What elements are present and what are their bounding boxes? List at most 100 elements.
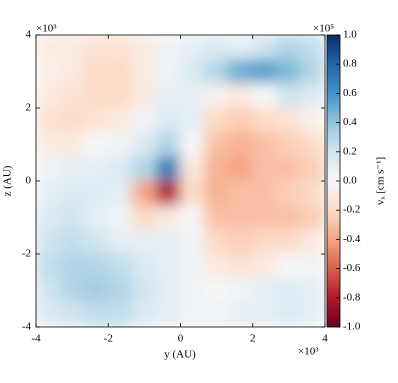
heatmap-cell bbox=[276, 180, 302, 206]
heatmap-cell bbox=[131, 180, 157, 206]
heatmap-cell bbox=[180, 131, 206, 158]
heatmap-cell bbox=[180, 107, 206, 133]
heatmap-cell bbox=[83, 156, 109, 182]
heatmap-cell bbox=[36, 204, 61, 231]
heatmap-cell bbox=[131, 131, 157, 158]
heatmap-cell bbox=[155, 58, 181, 85]
colorbar-tick-label: 0.2 bbox=[343, 145, 357, 157]
heatmap-cell bbox=[180, 302, 206, 327]
colorbar-multiplier: ×10⁵ bbox=[313, 23, 334, 35]
heatmap-cell bbox=[276, 253, 302, 279]
heatmap-cell bbox=[36, 83, 61, 109]
heatmap-cell bbox=[228, 35, 254, 60]
heatmap-cell bbox=[180, 204, 206, 231]
heatmap-cell bbox=[59, 180, 85, 206]
heatmap-cell bbox=[180, 156, 206, 182]
heatmap-cell bbox=[83, 229, 109, 255]
heatmap-cell bbox=[107, 35, 133, 60]
heatmap-cell bbox=[155, 35, 181, 60]
heatmap-cell bbox=[83, 302, 109, 327]
heatmap-cell bbox=[252, 107, 278, 133]
heatmap-cell bbox=[300, 302, 325, 327]
heatmap-cell bbox=[59, 58, 85, 85]
heatmap-cell bbox=[204, 58, 230, 85]
heatmap-cell bbox=[180, 35, 206, 60]
heatmap-cell bbox=[59, 277, 85, 304]
heatmap-cell bbox=[300, 204, 325, 231]
heatmap-cell bbox=[252, 204, 278, 231]
heatmap-cell bbox=[300, 131, 325, 158]
heatmap-cell bbox=[131, 204, 157, 231]
heatmap-cell bbox=[131, 107, 157, 133]
y-tick-label: -2 bbox=[22, 248, 31, 260]
heatmap-cell bbox=[204, 302, 230, 327]
heatmap-cell bbox=[252, 277, 278, 304]
heatmap-cell bbox=[83, 83, 109, 109]
colorbar-tick-label: -0.2 bbox=[343, 204, 360, 216]
heatmap-cell bbox=[204, 180, 230, 206]
heatmap-cell bbox=[276, 204, 302, 231]
heatmap-cell bbox=[204, 277, 230, 304]
heatmap-cell bbox=[83, 107, 109, 133]
heatmap-cell bbox=[59, 302, 85, 327]
heatmap-cell bbox=[228, 302, 254, 327]
heatmap-cell bbox=[155, 229, 181, 255]
heatmap-cell bbox=[228, 180, 254, 206]
heatmap-cell bbox=[36, 302, 61, 327]
heatmap-cell bbox=[204, 156, 230, 182]
heatmap-cell bbox=[300, 229, 325, 255]
heatmap-cell bbox=[228, 107, 254, 133]
heatmap-cell bbox=[204, 107, 230, 133]
heatmap-cell bbox=[180, 253, 206, 279]
heatmap-cell bbox=[228, 131, 254, 158]
heatmap-cell bbox=[180, 277, 206, 304]
heatmap-cell bbox=[107, 229, 133, 255]
heatmap-cell bbox=[155, 107, 181, 133]
heatmap-cell bbox=[180, 58, 206, 85]
colorbar-tick-label: 0.0 bbox=[343, 175, 357, 187]
y-tick-label: 4 bbox=[26, 29, 32, 41]
heatmap-cell bbox=[155, 156, 181, 182]
heatmap-cell bbox=[300, 253, 325, 279]
heatmap-cell bbox=[276, 277, 302, 304]
heatmap-cell bbox=[155, 83, 181, 109]
heatmap-cell bbox=[300, 277, 325, 304]
heatmap-cell bbox=[276, 229, 302, 255]
heatmap-cell bbox=[252, 156, 278, 182]
heatmap-cell bbox=[276, 35, 302, 60]
y-tick-label: 2 bbox=[26, 102, 32, 114]
heatmap-cell bbox=[228, 277, 254, 304]
heatmap-cell bbox=[300, 35, 325, 60]
heatmap-cell bbox=[36, 253, 61, 279]
colorbar-tick-label: -1.0 bbox=[343, 321, 361, 333]
heatmap-cell bbox=[276, 58, 302, 85]
heatmap-cell bbox=[83, 35, 109, 60]
colorbar-tick-label: -0.4 bbox=[343, 233, 361, 245]
y-axis-label: z (AU) bbox=[2, 165, 14, 196]
heatmap-cell bbox=[107, 302, 133, 327]
heatmap-cell bbox=[36, 277, 61, 304]
heatmap-cell bbox=[131, 83, 157, 109]
heatmap-cell bbox=[83, 131, 109, 158]
heatmap-cell bbox=[131, 35, 157, 60]
heatmap-cell bbox=[59, 107, 85, 133]
colorbar-tick-label: 0.6 bbox=[343, 87, 357, 99]
heatmap-cell bbox=[36, 107, 61, 133]
colorbar-tick-label: 0.8 bbox=[343, 58, 357, 70]
heatmap-cell bbox=[300, 107, 325, 133]
heatmap-cell bbox=[300, 83, 325, 109]
heatmap-cell bbox=[204, 83, 230, 109]
heatmap-cell bbox=[276, 131, 302, 158]
heatmap-cell bbox=[300, 180, 325, 206]
heatmap-cell bbox=[36, 58, 61, 85]
heatmap-cell bbox=[107, 58, 133, 85]
heatmap-cell bbox=[155, 131, 181, 158]
heatmap-cell bbox=[83, 204, 109, 231]
x-tick-label: -2 bbox=[104, 333, 113, 345]
heatmap-cell bbox=[107, 131, 133, 158]
heatmap-cell bbox=[252, 83, 278, 109]
heatmap-cell bbox=[155, 277, 181, 304]
heatmap-cell bbox=[252, 131, 278, 158]
heatmap-cell bbox=[107, 204, 133, 231]
